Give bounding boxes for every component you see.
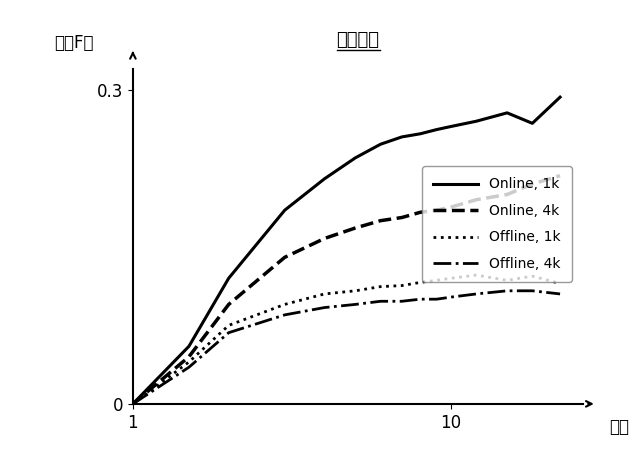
Offline, 4k — [129, 401, 137, 407]
Online, 1k — [351, 155, 359, 161]
Offline, 1k — [185, 359, 193, 365]
Offline, 1k — [129, 401, 137, 407]
Online, 4k — [225, 302, 232, 307]
Offline, 4k — [185, 365, 193, 370]
Online, 1k — [472, 118, 480, 124]
Online, 1k — [185, 344, 193, 349]
Offline, 4k — [417, 297, 424, 302]
Online, 4k — [377, 218, 385, 224]
X-axis label: 時間: 時間 — [609, 418, 629, 436]
Offline, 4k — [433, 297, 440, 302]
Title: 実験結果: 実験結果 — [337, 30, 380, 49]
Offline, 4k — [556, 291, 564, 297]
Offline, 1k — [398, 283, 406, 288]
Line: Online, 1k: Online, 1k — [133, 97, 560, 404]
Online, 1k — [529, 121, 536, 126]
Online, 4k — [321, 236, 328, 241]
Offline, 1k — [433, 278, 440, 283]
Offline, 1k — [472, 272, 480, 278]
Online, 4k — [556, 173, 564, 178]
Offline, 1k — [556, 281, 564, 286]
Legend: Online, 1k, Online, 4k, Offline, 1k, Offline, 4k: Online, 1k, Online, 4k, Offline, 1k, Off… — [422, 166, 572, 282]
Offline, 4k — [225, 330, 232, 335]
Online, 1k — [556, 94, 564, 100]
Online, 1k — [281, 207, 289, 213]
Online, 4k — [529, 181, 536, 187]
Offline, 4k — [377, 298, 385, 304]
Offline, 1k — [529, 274, 536, 279]
Offline, 4k — [472, 291, 480, 297]
Offline, 1k — [225, 322, 232, 328]
Online, 1k — [321, 176, 328, 182]
Online, 1k — [398, 134, 406, 140]
Offline, 4k — [398, 298, 406, 304]
Online, 4k — [398, 215, 406, 220]
Online, 4k — [472, 197, 480, 202]
Line: Offline, 4k: Offline, 4k — [133, 291, 560, 404]
Online, 4k — [281, 255, 289, 260]
Online, 4k — [447, 204, 455, 210]
Offline, 1k — [503, 278, 511, 283]
Online, 1k — [417, 131, 424, 137]
Offline, 4k — [503, 288, 511, 293]
Offline, 4k — [447, 294, 455, 300]
Y-axis label: 平均F値: 平均F値 — [54, 34, 94, 51]
Offline, 4k — [351, 302, 359, 307]
Online, 1k — [225, 275, 232, 281]
Offline, 1k — [377, 284, 385, 289]
Online, 4k — [503, 192, 511, 197]
Line: Offline, 1k: Offline, 1k — [133, 275, 560, 404]
Offline, 4k — [281, 312, 289, 318]
Online, 1k — [433, 127, 440, 133]
Line: Online, 4k: Online, 4k — [133, 176, 560, 404]
Offline, 4k — [321, 305, 328, 310]
Offline, 4k — [529, 288, 536, 293]
Offline, 1k — [417, 280, 424, 285]
Offline, 1k — [351, 288, 359, 293]
Online, 1k — [503, 110, 511, 116]
Online, 4k — [433, 207, 440, 213]
Online, 4k — [129, 401, 137, 407]
Online, 4k — [417, 210, 424, 215]
Online, 1k — [129, 401, 137, 407]
Online, 1k — [447, 124, 455, 129]
Online, 4k — [351, 225, 359, 231]
Online, 4k — [185, 354, 193, 359]
Offline, 1k — [447, 275, 455, 281]
Offline, 1k — [321, 291, 328, 297]
Online, 1k — [377, 141, 385, 147]
Offline, 1k — [281, 302, 289, 307]
